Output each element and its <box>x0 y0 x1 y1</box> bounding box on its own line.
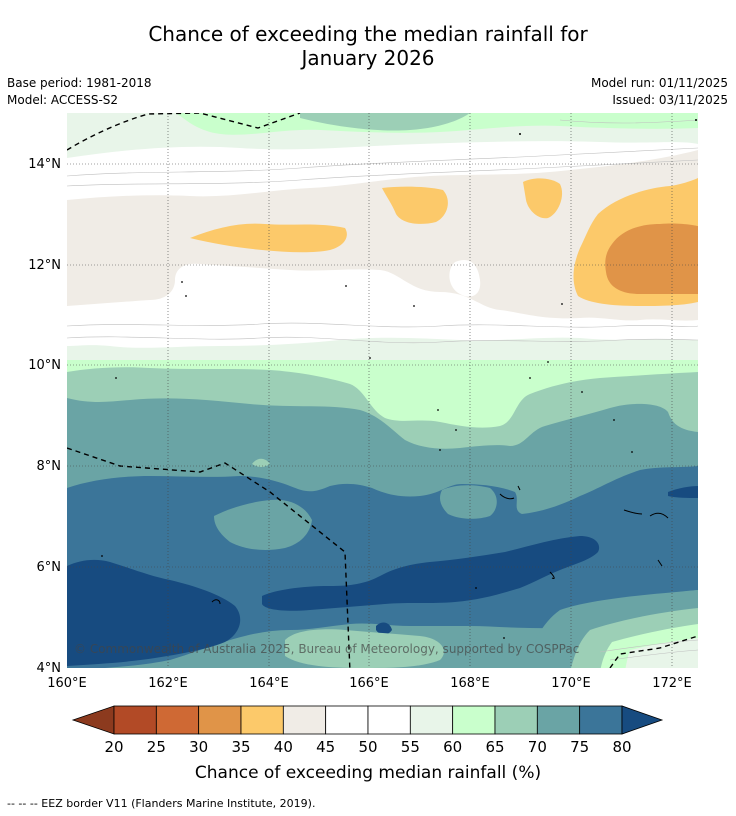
model-name: Model: ACCESS-S2 <box>7 93 119 107</box>
lat-label: 12°N <box>28 258 61 273</box>
band-65-70-north <box>300 113 470 131</box>
islands <box>211 485 669 605</box>
colorbar-over-arrow <box>621 705 664 735</box>
colorbar-tick-label: 25 <box>147 738 166 756</box>
band-65-70-south-west <box>285 629 444 668</box>
info-left: Base period: 1981-2018 Model: ACCESS-S2 <box>7 75 152 109</box>
title-line-1: Chance of exceeding the median rainfall … <box>148 22 588 46</box>
colorbar-tick-label: 80 <box>612 738 631 756</box>
colorbar-cell <box>198 705 242 735</box>
colorbar-tick-label: 50 <box>358 738 377 756</box>
band-35-40-a <box>190 223 347 253</box>
colorbar-tick-label: 45 <box>316 738 335 756</box>
lat-label: 6°N <box>37 560 62 575</box>
colorbar-tick-label: 30 <box>189 738 208 756</box>
contour-lines <box>67 119 698 661</box>
band-80-plus-d <box>376 622 392 635</box>
lon-label: 168°E <box>450 676 490 691</box>
lon-axis: 160°E 162°E 164°E 166°E 168°E 170°E 172°… <box>47 676 692 691</box>
lon-label: 166°E <box>349 676 389 691</box>
issued-date: Issued: 03/11/2025 <box>612 93 728 107</box>
colorbar-cell <box>536 705 581 735</box>
lon-label: 160°E <box>47 676 87 691</box>
colorbar-label: Chance of exceeding median rainfall (%) <box>195 763 541 783</box>
lat-label: 10°N <box>28 358 61 373</box>
lon-label: 170°E <box>551 676 591 691</box>
band-65-70-patch <box>252 458 270 467</box>
colorbar-tick-label: 70 <box>528 738 547 756</box>
band-80-plus-c <box>668 486 698 498</box>
chart-title: Chance of exceeding the median rainfall … <box>0 22 736 70</box>
info-right: Model run: 01/11/2025 Issued: 03/11/2025 <box>591 75 728 109</box>
band-80-plus-a <box>67 559 241 666</box>
colorbar-under-arrow <box>71 705 115 735</box>
colorbar-cell <box>494 705 538 735</box>
colorbar-cell <box>282 705 327 735</box>
lon-label: 162°E <box>148 676 188 691</box>
lat-label: 8°N <box>37 459 62 474</box>
lat-label: 4°N <box>37 661 62 676</box>
colorbar-tick-label: 75 <box>570 738 589 756</box>
band-30-35 <box>605 223 698 294</box>
colorbar-cell <box>325 705 369 735</box>
model-run: Model run: 01/11/2025 <box>590 76 728 90</box>
band-45-55-hole <box>449 260 481 297</box>
eez-footnote: -- -- -- EEZ border V11 (Flanders Marine… <box>7 797 316 810</box>
band-70-75-hole-b <box>440 485 497 519</box>
colorbar-tick-label: 55 <box>401 738 420 756</box>
colorbar-cell <box>452 705 496 735</box>
colorbar-cell <box>367 705 411 735</box>
band-70-75-hole-a <box>214 499 312 550</box>
colorbar-cell <box>409 705 454 735</box>
lon-label: 164°E <box>249 676 289 691</box>
graticule <box>67 113 698 668</box>
island-dots <box>101 119 697 639</box>
band-35-40-b <box>382 186 448 224</box>
lon-label: 172°E <box>652 676 692 691</box>
eez-border <box>67 113 698 668</box>
band-55-60-south <box>625 638 698 668</box>
colorbar-tick-label: 60 <box>443 738 462 756</box>
colorbar-tick-label: 65 <box>485 738 504 756</box>
lat-axis: 14°N 12°N 10°N 8°N 6°N 4°N <box>28 157 61 676</box>
colorbar-cell <box>155 705 200 735</box>
base-period: Base period: 1981-2018 <box>7 76 152 90</box>
colorbar-cell <box>579 705 623 735</box>
copyright-text: © Commonwealth of Australia 2025, Bureau… <box>74 642 579 656</box>
colorbar-tick-label: 20 <box>104 738 123 756</box>
colorbar: 20 25 30 35 40 45 50 55 60 65 70 75 80 Chance of exc… <box>71 705 664 783</box>
colorbar-tick-label: 35 <box>231 738 250 756</box>
colorbar-tick-label: 40 <box>274 738 293 756</box>
lat-label: 14°N <box>28 157 61 172</box>
colorbar-cells <box>113 705 623 735</box>
colorbar-cell <box>240 705 284 735</box>
colorbar-cell <box>113 705 157 735</box>
colorbar-ticks: 20 25 30 35 40 45 50 55 60 65 70 75 80 <box>104 738 631 756</box>
map-area[interactable]: © Commonwealth of Australia 2025, Bureau… <box>67 113 698 672</box>
band-35-40-c <box>523 178 563 219</box>
title-line-2: January 2026 <box>301 46 435 70</box>
